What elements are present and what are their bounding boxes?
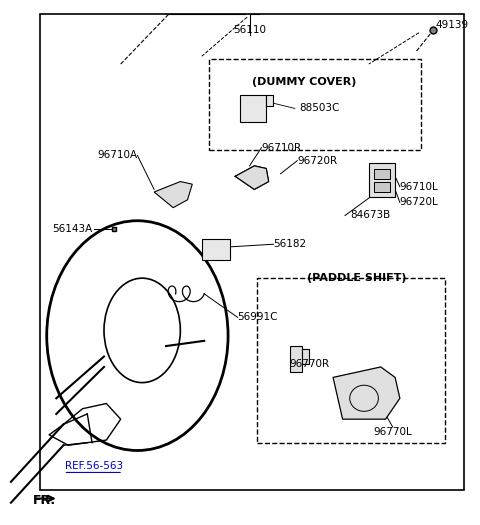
Text: 56182: 56182 (274, 239, 307, 249)
Text: 96720R: 96720R (297, 156, 337, 166)
Polygon shape (333, 367, 400, 419)
Text: 88503C: 88503C (300, 103, 340, 113)
Text: FR.: FR. (33, 494, 56, 507)
Text: 96710L: 96710L (400, 182, 439, 192)
Text: 56991C: 56991C (238, 312, 278, 322)
Text: 49139: 49139 (436, 20, 469, 30)
Bar (290, 346, 302, 372)
Text: 84673B: 84673B (350, 211, 390, 220)
Text: (DUMMY COVER): (DUMMY COVER) (252, 77, 357, 87)
Bar (266, 96, 274, 106)
Bar (302, 349, 309, 364)
Text: 56143A: 56143A (52, 224, 92, 234)
Text: 56110: 56110 (233, 25, 266, 35)
Bar (369, 163, 395, 197)
Text: REF.56-563: REF.56-563 (65, 461, 123, 471)
Bar (202, 239, 230, 260)
Text: 96720L: 96720L (400, 197, 439, 207)
Polygon shape (154, 182, 192, 208)
Bar (39, 15, 464, 490)
Bar (209, 59, 421, 150)
Bar (240, 96, 266, 121)
Text: 96710A: 96710A (97, 151, 137, 161)
Text: 96770L: 96770L (373, 427, 412, 437)
Polygon shape (235, 166, 269, 190)
Bar (373, 169, 390, 179)
Text: 96710R: 96710R (262, 143, 301, 153)
Bar (373, 182, 390, 192)
Text: 96770R: 96770R (289, 359, 329, 369)
Text: (PADDLE SHIFT): (PADDLE SHIFT) (307, 273, 407, 283)
Bar (257, 278, 445, 443)
